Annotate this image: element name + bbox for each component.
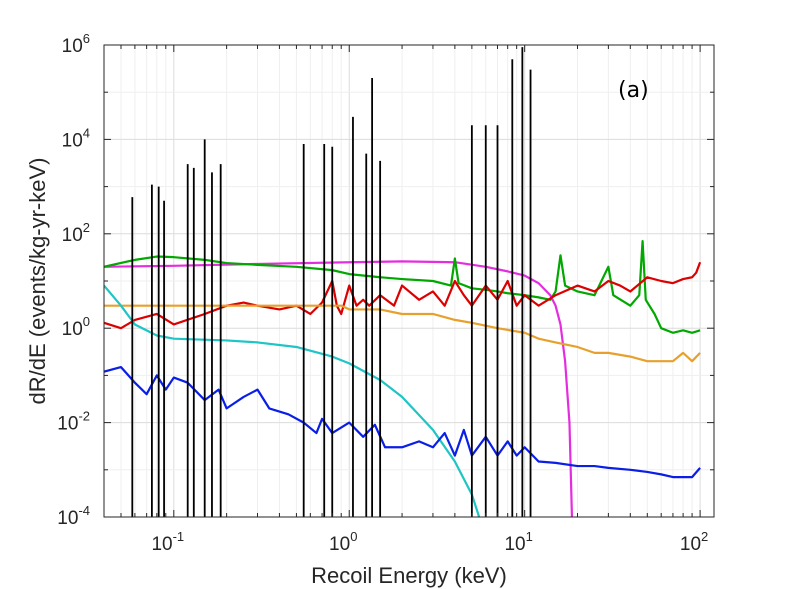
annotation-label: (a) xyxy=(618,78,649,103)
x-tick-label: 102 xyxy=(680,529,708,555)
y-tick-label: 100 xyxy=(62,314,90,340)
x-axis-title: Recoil Energy (keV) xyxy=(311,563,507,588)
y-tick-label: 10-2 xyxy=(57,409,90,435)
tick-marks xyxy=(104,44,714,518)
series-line-4 xyxy=(104,304,701,363)
y-tick-labels: 10-4 10-2 100 102 104 106 xyxy=(57,31,90,529)
y-axis-title: dR/dE (events/kg-yr-keV) xyxy=(25,158,50,405)
y-tick-label: 102 xyxy=(62,220,90,246)
series-line-6 xyxy=(104,365,701,479)
y-tick-label: 10-4 xyxy=(57,503,90,529)
series-line-2 xyxy=(104,240,701,334)
y-tick-label: 104 xyxy=(62,125,90,151)
x-tick-labels: 10-1 100 101 102 xyxy=(151,529,708,555)
series-line-5 xyxy=(104,284,481,517)
x-tick-label: 100 xyxy=(329,529,357,555)
x-tick-label: 101 xyxy=(504,529,532,555)
series-group xyxy=(104,47,702,517)
y-tick-label: 106 xyxy=(62,31,90,57)
x-tick-label: 10-1 xyxy=(151,529,184,555)
